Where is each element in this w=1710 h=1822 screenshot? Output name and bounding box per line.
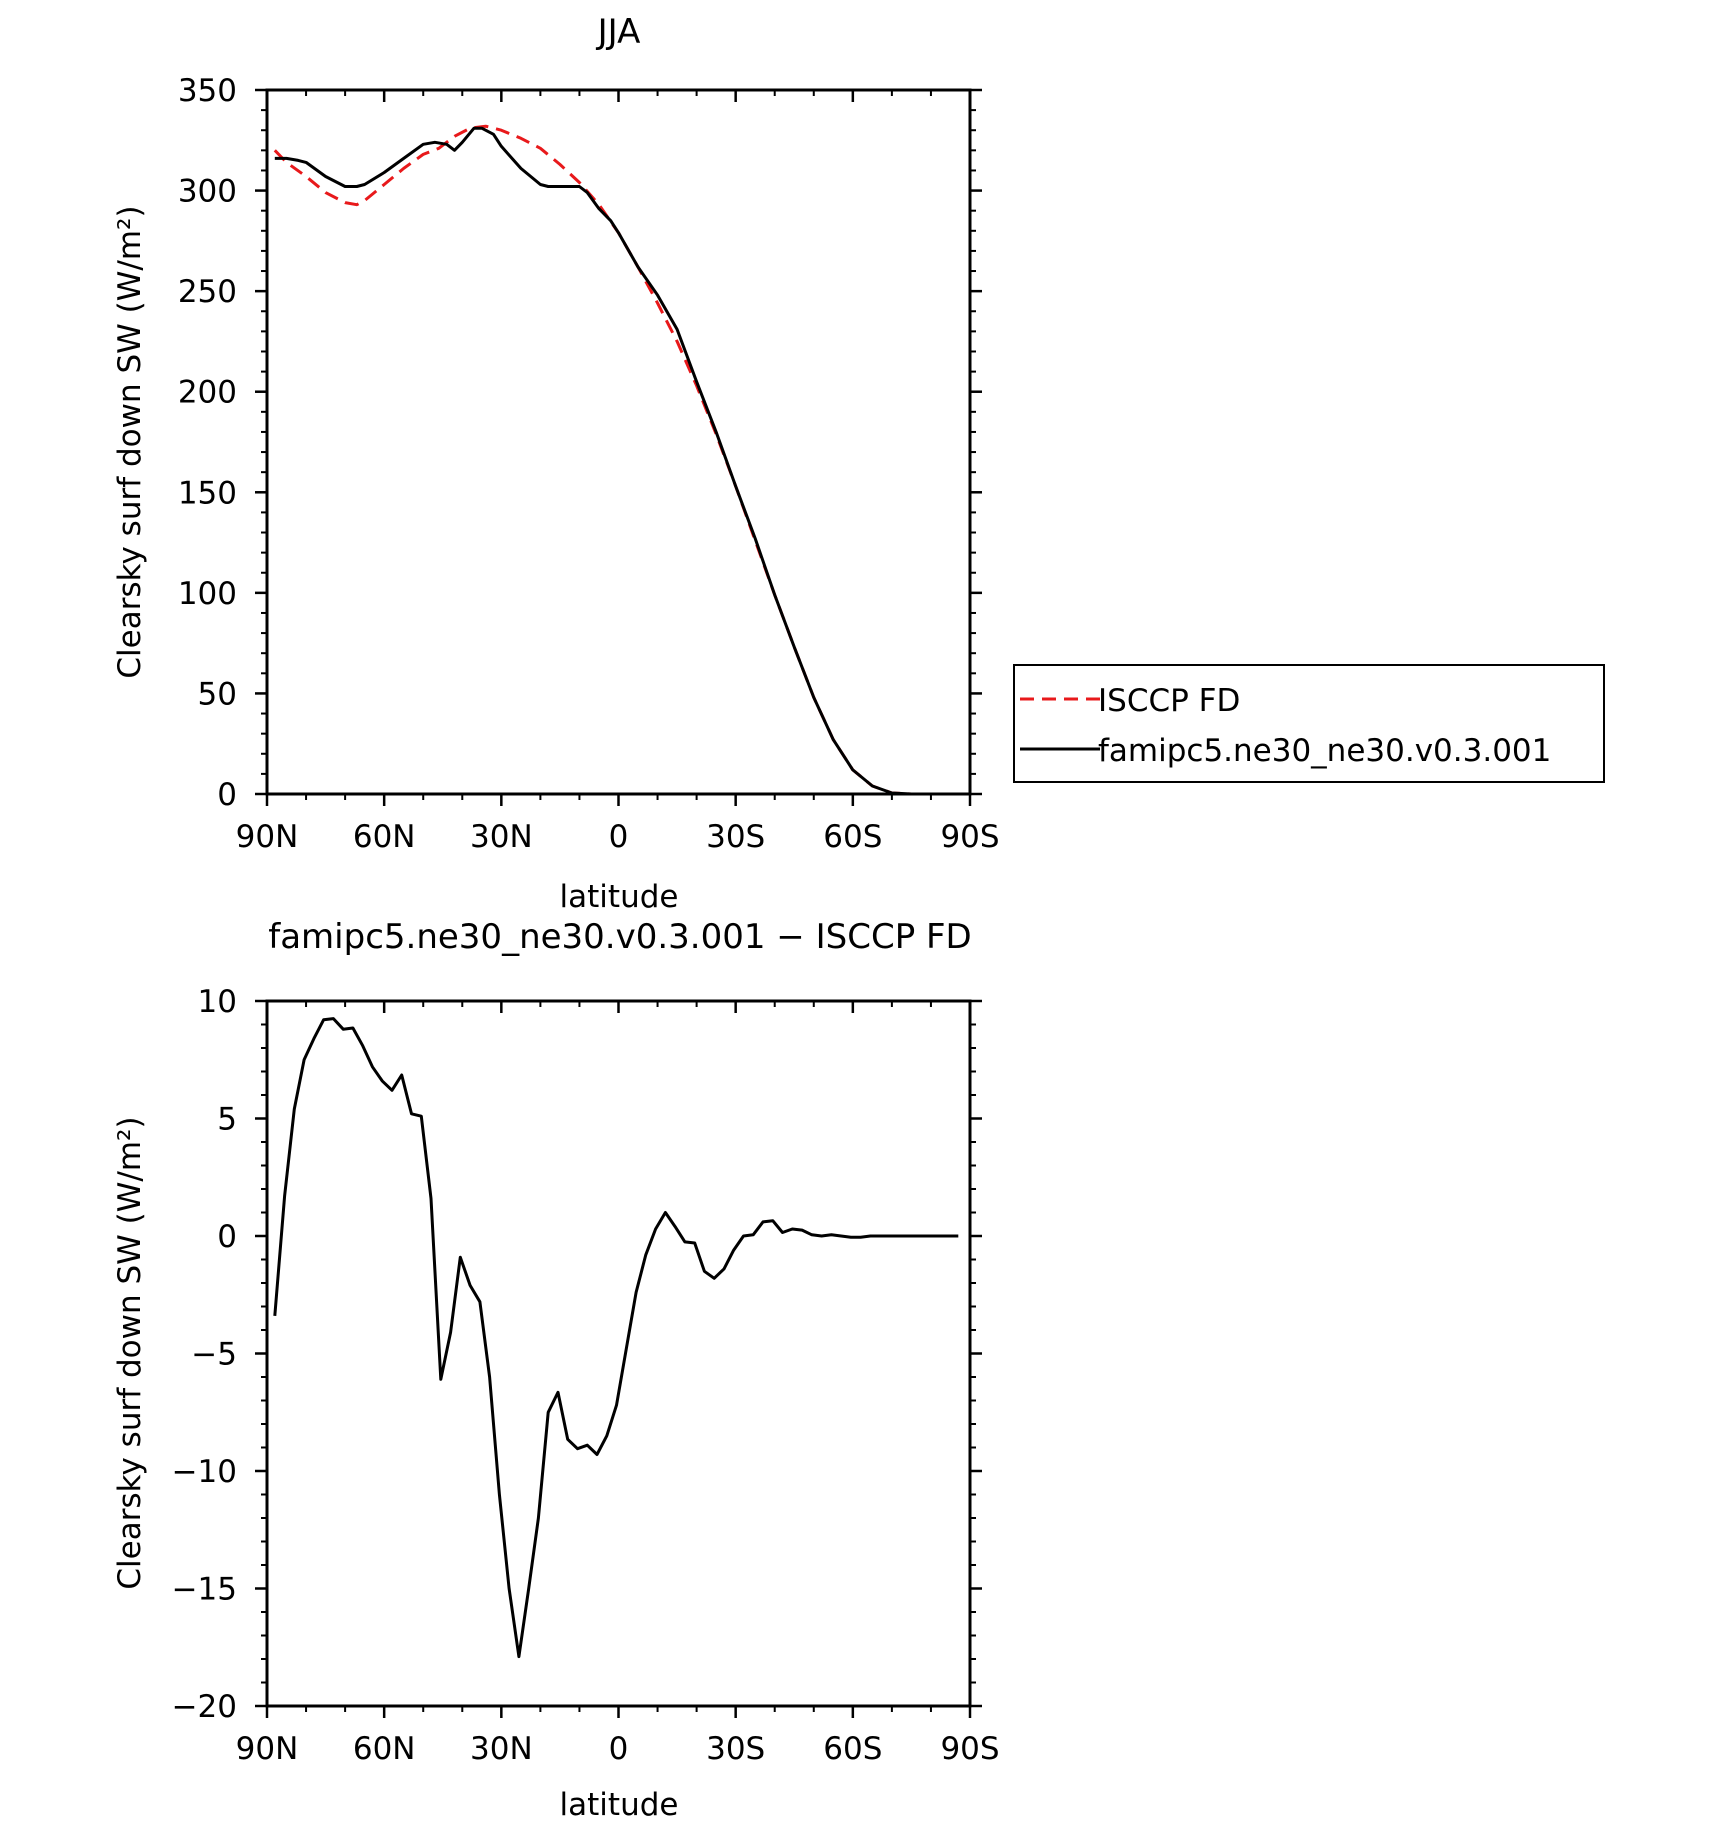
top-y-tick-label: 50 (198, 676, 237, 712)
top-x-tick-label: 60N (353, 819, 416, 855)
top-x-tick-label: 60S (823, 819, 882, 855)
top-x-tick-label: 30N (470, 819, 533, 855)
bottom-x-tick-label: 90S (940, 1731, 999, 1767)
bottom-chart-title: famipc5.ne30_ne30.v0.3.001 − ISCCP FD (268, 917, 972, 957)
bottom-x-axis-label: latitude (560, 1787, 679, 1822)
bottom-y-tick-label: −15 (172, 1572, 237, 1608)
top-y-tick-label: 200 (178, 375, 237, 411)
top-x-tick-label: 30S (706, 819, 765, 855)
bottom-plot-frame (265, 999, 972, 1708)
top-plot-ticks (255, 88, 982, 806)
bottom-x-tick-label: 30S (706, 1731, 765, 1767)
bottom-y-axis-label: Clearsky surf down SW (W/m²) (112, 1116, 148, 1589)
bottom-x-tick-label: 90N (236, 1731, 299, 1767)
top-chart-title: JJA (596, 12, 641, 52)
bottom-y-tick-label: 10 (198, 984, 237, 1020)
top-x-tick-label: 90N (236, 819, 299, 855)
bottom-series-line-0 (273, 1017, 959, 1659)
legend-entry-isccp: ISCCP FD (1098, 683, 1240, 719)
top-y-tick-label: 250 (178, 274, 237, 310)
top-tick-labels: 90N 60N 30N 0 30S 60S 90S 0 50 100 150 200 250 300 350 (178, 73, 1000, 855)
top-y-tick-label: 350 (178, 73, 237, 109)
top-x-tick-label: 90S (940, 819, 999, 855)
top-x-tick-label: 0 (609, 819, 629, 855)
bottom-tick-labels: 90N 60N 30N 0 30S 60S 90S −20 −15 −10 −5 0 5 10 (172, 984, 1000, 1767)
bottom-x-tick-label: 60N (353, 1731, 416, 1767)
bottom-series-lines (273, 1017, 959, 1659)
top-series-lines (273, 124, 963, 796)
top-y-tick-label: 150 (178, 475, 237, 511)
bottom-plot-ticks (255, 999, 982, 1718)
bottom-x-tick-label: 30N (470, 1731, 533, 1767)
legend-entry-famipc5: famipc5.ne30_ne30.v0.3.001 (1098, 733, 1551, 769)
bottom-y-tick-label: −5 (191, 1337, 237, 1373)
top-y-tick-label: 300 (178, 174, 237, 210)
legend: ISCCP FD famipc5.ne30_ne30.v0.3.001 (1013, 664, 1605, 783)
top-y-tick-label: 0 (217, 777, 237, 813)
bottom-x-tick-label: 0 (609, 1731, 629, 1767)
top-y-tick-label: 100 (178, 576, 237, 612)
bottom-y-tick-label: −10 (172, 1454, 237, 1490)
bottom-y-tick-label: 5 (217, 1102, 237, 1138)
bottom-panel: famipc5.ne30_ne30.v0.3.001 − ISCCP FD 90… (112, 917, 1000, 1822)
bottom-y-tick-label: −20 (172, 1689, 237, 1725)
top-series-line-1 (274, 126, 963, 796)
top-y-axis-label: Clearsky surf down SW (W/m²) (112, 205, 148, 678)
top-x-axis-label: latitude (560, 879, 679, 915)
legend-box (1013, 664, 1605, 783)
bottom-y-tick-label: 0 (217, 1219, 237, 1255)
top-panel: JJA 90N 60N 30N 0 30S 60S 90S 0 50 100 150 200 250 30… (112, 12, 1605, 915)
top-plot-frame (265, 88, 972, 796)
top-series-line-0 (273, 124, 963, 796)
bottom-x-tick-label: 60S (823, 1731, 882, 1767)
